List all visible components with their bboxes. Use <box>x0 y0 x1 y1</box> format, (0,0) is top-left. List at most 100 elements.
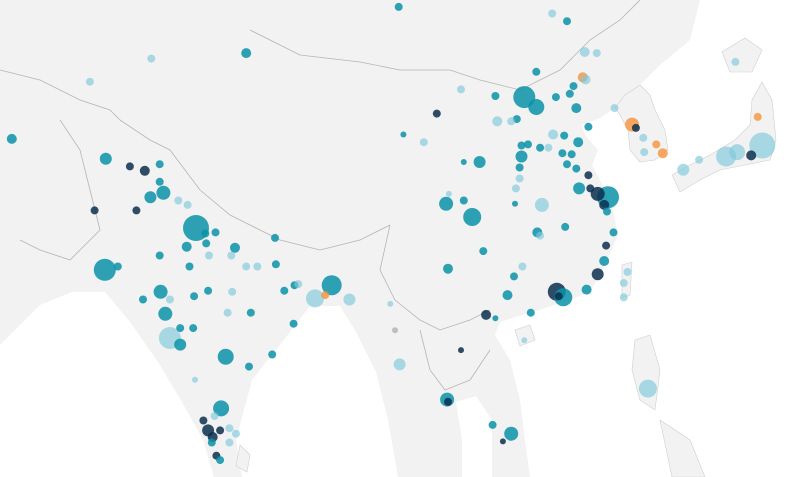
city-bubble[interactable] <box>202 239 211 248</box>
city-bubble[interactable] <box>155 160 164 169</box>
city-bubble[interactable] <box>573 182 586 195</box>
city-bubble[interactable] <box>230 242 240 253</box>
city-bubble[interactable] <box>280 286 289 295</box>
city-bubble[interactable] <box>695 155 704 164</box>
city-bubble[interactable] <box>638 379 657 398</box>
city-bubble[interactable] <box>602 241 611 250</box>
city-bubble[interactable] <box>216 456 225 465</box>
city-bubble[interactable] <box>99 152 112 165</box>
city-bubble[interactable] <box>174 338 187 351</box>
city-bubble[interactable] <box>610 104 619 113</box>
city-bubble[interactable] <box>581 284 592 295</box>
city-bubble[interactable] <box>400 131 407 138</box>
city-bubble[interactable] <box>567 150 576 159</box>
city-bubble[interactable] <box>241 48 252 59</box>
city-bubble[interactable] <box>460 159 467 165</box>
city-bubble[interactable] <box>517 141 526 150</box>
city-bubble[interactable] <box>444 397 452 406</box>
city-bubble[interactable] <box>591 268 604 281</box>
city-bubble[interactable] <box>753 112 762 121</box>
city-bubble[interactable] <box>590 186 605 201</box>
city-bubble[interactable] <box>515 163 524 172</box>
city-bubble[interactable] <box>558 149 567 158</box>
city-bubble[interactable] <box>213 400 230 417</box>
city-bubble[interactable] <box>731 57 740 66</box>
city-bubble[interactable] <box>479 247 488 256</box>
city-bubble[interactable] <box>551 93 560 102</box>
city-bubble[interactable] <box>289 319 298 328</box>
city-bubble[interactable] <box>488 420 497 429</box>
city-bubble[interactable] <box>147 54 156 63</box>
city-bubble[interactable] <box>225 424 234 433</box>
city-bubble[interactable] <box>156 185 171 200</box>
city-bubble[interactable] <box>599 199 610 210</box>
city-bubble[interactable] <box>492 116 503 127</box>
city-bubble[interactable] <box>592 49 601 58</box>
city-bubble[interactable] <box>165 295 174 304</box>
city-bubble[interactable] <box>174 196 183 205</box>
city-bubble[interactable] <box>481 309 492 320</box>
city-bubble[interactable] <box>176 324 185 333</box>
city-bubble[interactable] <box>393 358 406 371</box>
city-bubble[interactable] <box>306 289 324 308</box>
city-bubble[interactable] <box>729 144 746 161</box>
city-bubble[interactable] <box>521 337 528 344</box>
city-bubble[interactable] <box>603 207 611 216</box>
city-bubble[interactable] <box>189 324 198 333</box>
city-bubble[interactable] <box>207 438 216 447</box>
city-bubble[interactable] <box>201 229 210 238</box>
city-bubble[interactable] <box>515 150 528 163</box>
city-bubble[interactable] <box>746 150 757 161</box>
city-bubble[interactable] <box>619 279 628 287</box>
city-bubble[interactable] <box>443 263 453 274</box>
city-bubble[interactable] <box>139 165 150 176</box>
city-bubble[interactable] <box>458 347 464 354</box>
city-bubble[interactable] <box>554 292 563 301</box>
city-bubble[interactable] <box>113 262 122 271</box>
city-bubble[interactable] <box>242 262 251 271</box>
city-bubble[interactable] <box>492 315 499 322</box>
city-bubble[interactable] <box>343 293 356 306</box>
city-bubble[interactable] <box>573 137 584 148</box>
city-bubble[interactable] <box>192 376 198 383</box>
city-bubble[interactable] <box>677 163 690 176</box>
city-bubble[interactable] <box>216 426 225 435</box>
city-bubble[interactable] <box>565 89 574 98</box>
city-bubble[interactable] <box>245 362 253 371</box>
city-bubble[interactable] <box>204 286 213 295</box>
city-bubble[interactable] <box>502 290 513 301</box>
city-bubble[interactable] <box>532 67 541 76</box>
city-bubble[interactable] <box>271 233 279 242</box>
city-bubble[interactable] <box>321 275 342 296</box>
city-bubble[interactable] <box>227 251 236 260</box>
city-bubble[interactable] <box>271 260 280 269</box>
city-bubble[interactable] <box>548 129 559 140</box>
city-bubble[interactable] <box>463 208 482 226</box>
city-bubble[interactable] <box>85 77 94 86</box>
city-bubble[interactable] <box>93 258 116 281</box>
city-bubble[interactable] <box>526 308 535 317</box>
city-bubble[interactable] <box>491 92 500 100</box>
city-bubble[interactable] <box>185 262 194 271</box>
city-bubble[interactable] <box>584 171 593 180</box>
city-bubble[interactable] <box>155 251 164 260</box>
city-bubble[interactable] <box>253 262 262 271</box>
city-bubble[interactable] <box>507 117 516 126</box>
city-bubble[interactable] <box>268 350 277 359</box>
city-bubble[interactable] <box>560 131 569 140</box>
city-bubble[interactable] <box>657 148 668 159</box>
city-bubble[interactable] <box>528 99 545 115</box>
city-bubble[interactable] <box>584 122 593 131</box>
city-bubble[interactable] <box>599 256 610 266</box>
city-bubble[interactable] <box>569 82 578 91</box>
city-bubble[interactable] <box>210 412 219 421</box>
city-bubble[interactable] <box>511 184 520 193</box>
city-bubble[interactable] <box>473 156 486 168</box>
city-bubble[interactable] <box>563 160 571 169</box>
city-bubble[interactable] <box>499 438 506 445</box>
city-bubble[interactable] <box>394 2 403 11</box>
city-bubble[interactable] <box>631 123 640 132</box>
city-bubble[interactable] <box>609 228 618 237</box>
city-bubble[interactable] <box>132 206 141 215</box>
city-bubble[interactable] <box>561 222 570 231</box>
